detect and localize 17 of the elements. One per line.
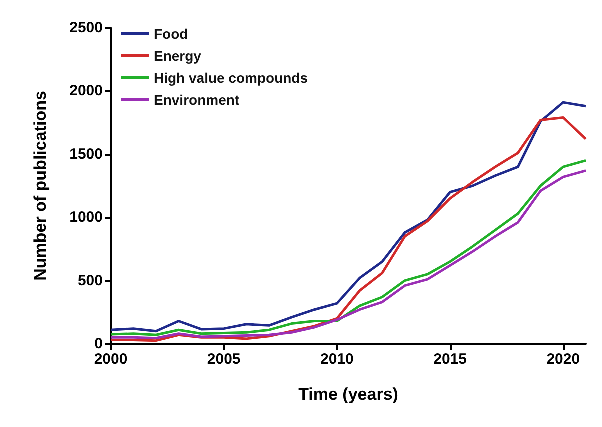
y-tick-label: 500 [78, 272, 103, 290]
y-axis-title: Number of publications [31, 91, 50, 281]
y-tick-label: 1500 [70, 146, 103, 163]
x-axis-title: Time (years) [298, 385, 398, 404]
x-tick-label: 2020 [546, 351, 580, 368]
y-tick-label: 2500 [70, 20, 103, 36]
x-tick-label: 2000 [94, 351, 128, 368]
legend-label: Energy [154, 48, 202, 64]
y-tick-label: 1000 [70, 209, 103, 226]
y-tick-label: 0 [94, 336, 103, 352]
x-tick-label: 2010 [320, 351, 354, 368]
x-tick-label: 2015 [434, 351, 467, 368]
legend-label: High value compounds [154, 70, 308, 86]
x-tick-label: 2005 [207, 351, 241, 368]
legend-label: Environment [154, 92, 240, 108]
y-tick-label: 2000 [70, 82, 103, 100]
legend-label: Food [154, 26, 188, 42]
